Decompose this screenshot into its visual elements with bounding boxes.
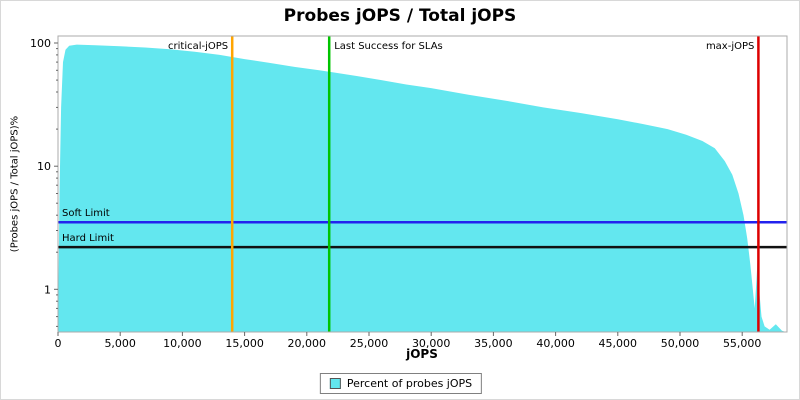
x-tick-label: 0 xyxy=(55,337,62,350)
y-tick-label: 1 xyxy=(44,283,51,296)
x-tick-label: 20,000 xyxy=(288,337,327,350)
plot-border xyxy=(57,35,788,333)
x-tick-label: 15,000 xyxy=(225,337,264,350)
x-tick-label: 5,000 xyxy=(104,337,136,350)
x-tick-label: 45,000 xyxy=(599,337,638,350)
x-tick-label: 35,000 xyxy=(474,337,513,350)
legend-swatch xyxy=(329,378,341,389)
area-series xyxy=(58,44,786,332)
x-tick-label: 30,000 xyxy=(412,337,451,350)
chart-title: Probes jOPS / Total jOPS xyxy=(283,6,517,26)
x-tick-label: 50,000 xyxy=(661,337,700,350)
marker-label-max: max-jOPS xyxy=(705,41,755,52)
legend-label: Percent of probes jOPS xyxy=(346,377,473,390)
y-axis-title: (Probes jOPS / Total jOPS)% xyxy=(9,115,21,253)
x-axis-title: jOPS xyxy=(406,347,438,361)
marker-label-critical: critical-jOPS xyxy=(168,41,229,52)
x-tick-label: 40,000 xyxy=(536,337,575,350)
marker-label-sla: Last Success for SLAs xyxy=(334,41,443,52)
x-tick-label: 55,000 xyxy=(723,337,762,350)
x-tick-label: 25,000 xyxy=(350,337,389,350)
limit-label-soft: Soft Limit xyxy=(62,208,110,220)
x-tick-label: 10,000 xyxy=(163,337,202,350)
legend: Percent of probes jOPS xyxy=(319,373,483,394)
y-tick-label: 10 xyxy=(37,160,51,173)
y-tick-label: 100 xyxy=(30,37,51,50)
limit-label-hard: Hard Limit xyxy=(62,233,114,245)
